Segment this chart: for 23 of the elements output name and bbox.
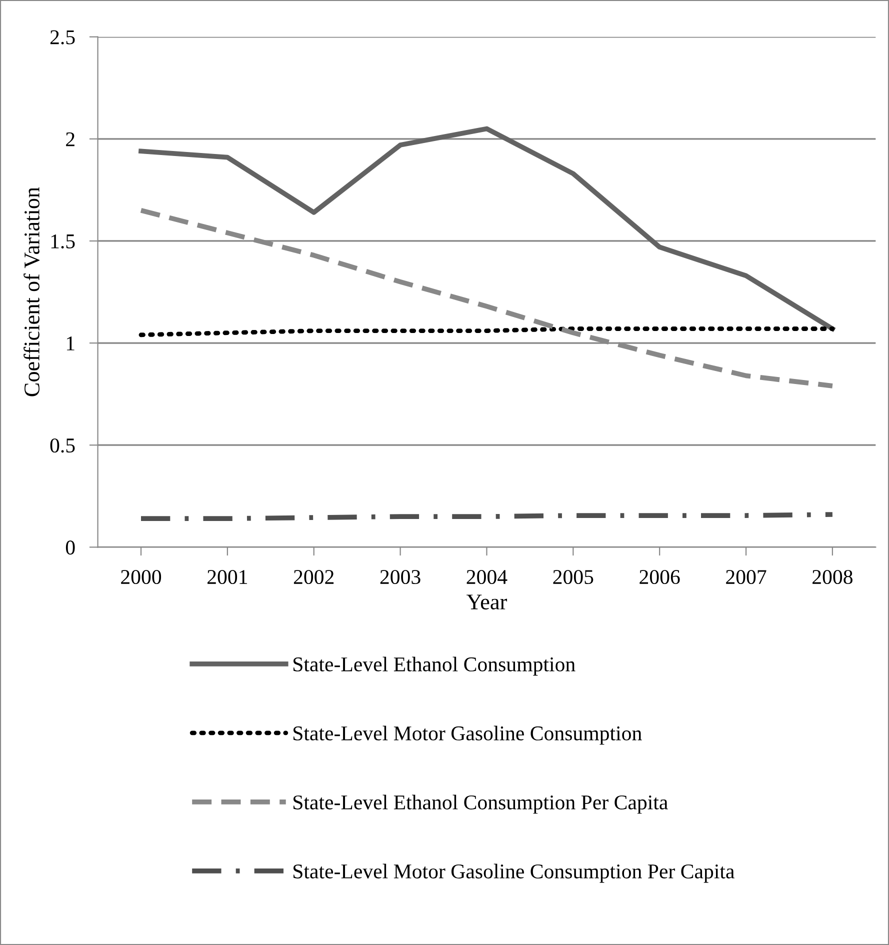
y-tick-label: 0: [66, 540, 75, 555]
x-tick-label: 2002: [294, 570, 334, 584]
line-series: [138, 326, 835, 338]
x-tick-label: 2000: [121, 570, 162, 584]
line-series: [138, 126, 835, 332]
x-tick-label: 2007: [726, 570, 766, 584]
y-tick-label: 0.5: [50, 438, 75, 453]
x-tick-label: 2001: [208, 570, 248, 584]
x-tick-label: 2003: [380, 570, 420, 584]
y-tick-label: 2.5: [50, 30, 75, 44]
legend-label: State-Level Ethanol Consumption Per Capita: [294, 794, 668, 814]
x-axis-title: Year: [466, 594, 508, 610]
x-tick-label: 2004: [466, 570, 508, 584]
legend-label: State-Level Motor Gasoline Consumption Per Capita: [294, 864, 734, 883]
x-tick-label: 2006: [640, 570, 680, 584]
y-axis-title: Coefficient of Variation: [24, 187, 40, 396]
y-tick-label: 1: [66, 336, 74, 350]
x-tick-label: 2005: [553, 570, 594, 584]
y-tick-label: 2: [66, 132, 74, 146]
legend-label: State-Level Ethanol Consumption: [294, 656, 576, 676]
legend-label: State-Level Motor Gasoline Consumption: [294, 726, 642, 745]
y-tick-label: 1.5: [51, 234, 75, 248]
x-tick-label: 2008: [812, 570, 852, 584]
